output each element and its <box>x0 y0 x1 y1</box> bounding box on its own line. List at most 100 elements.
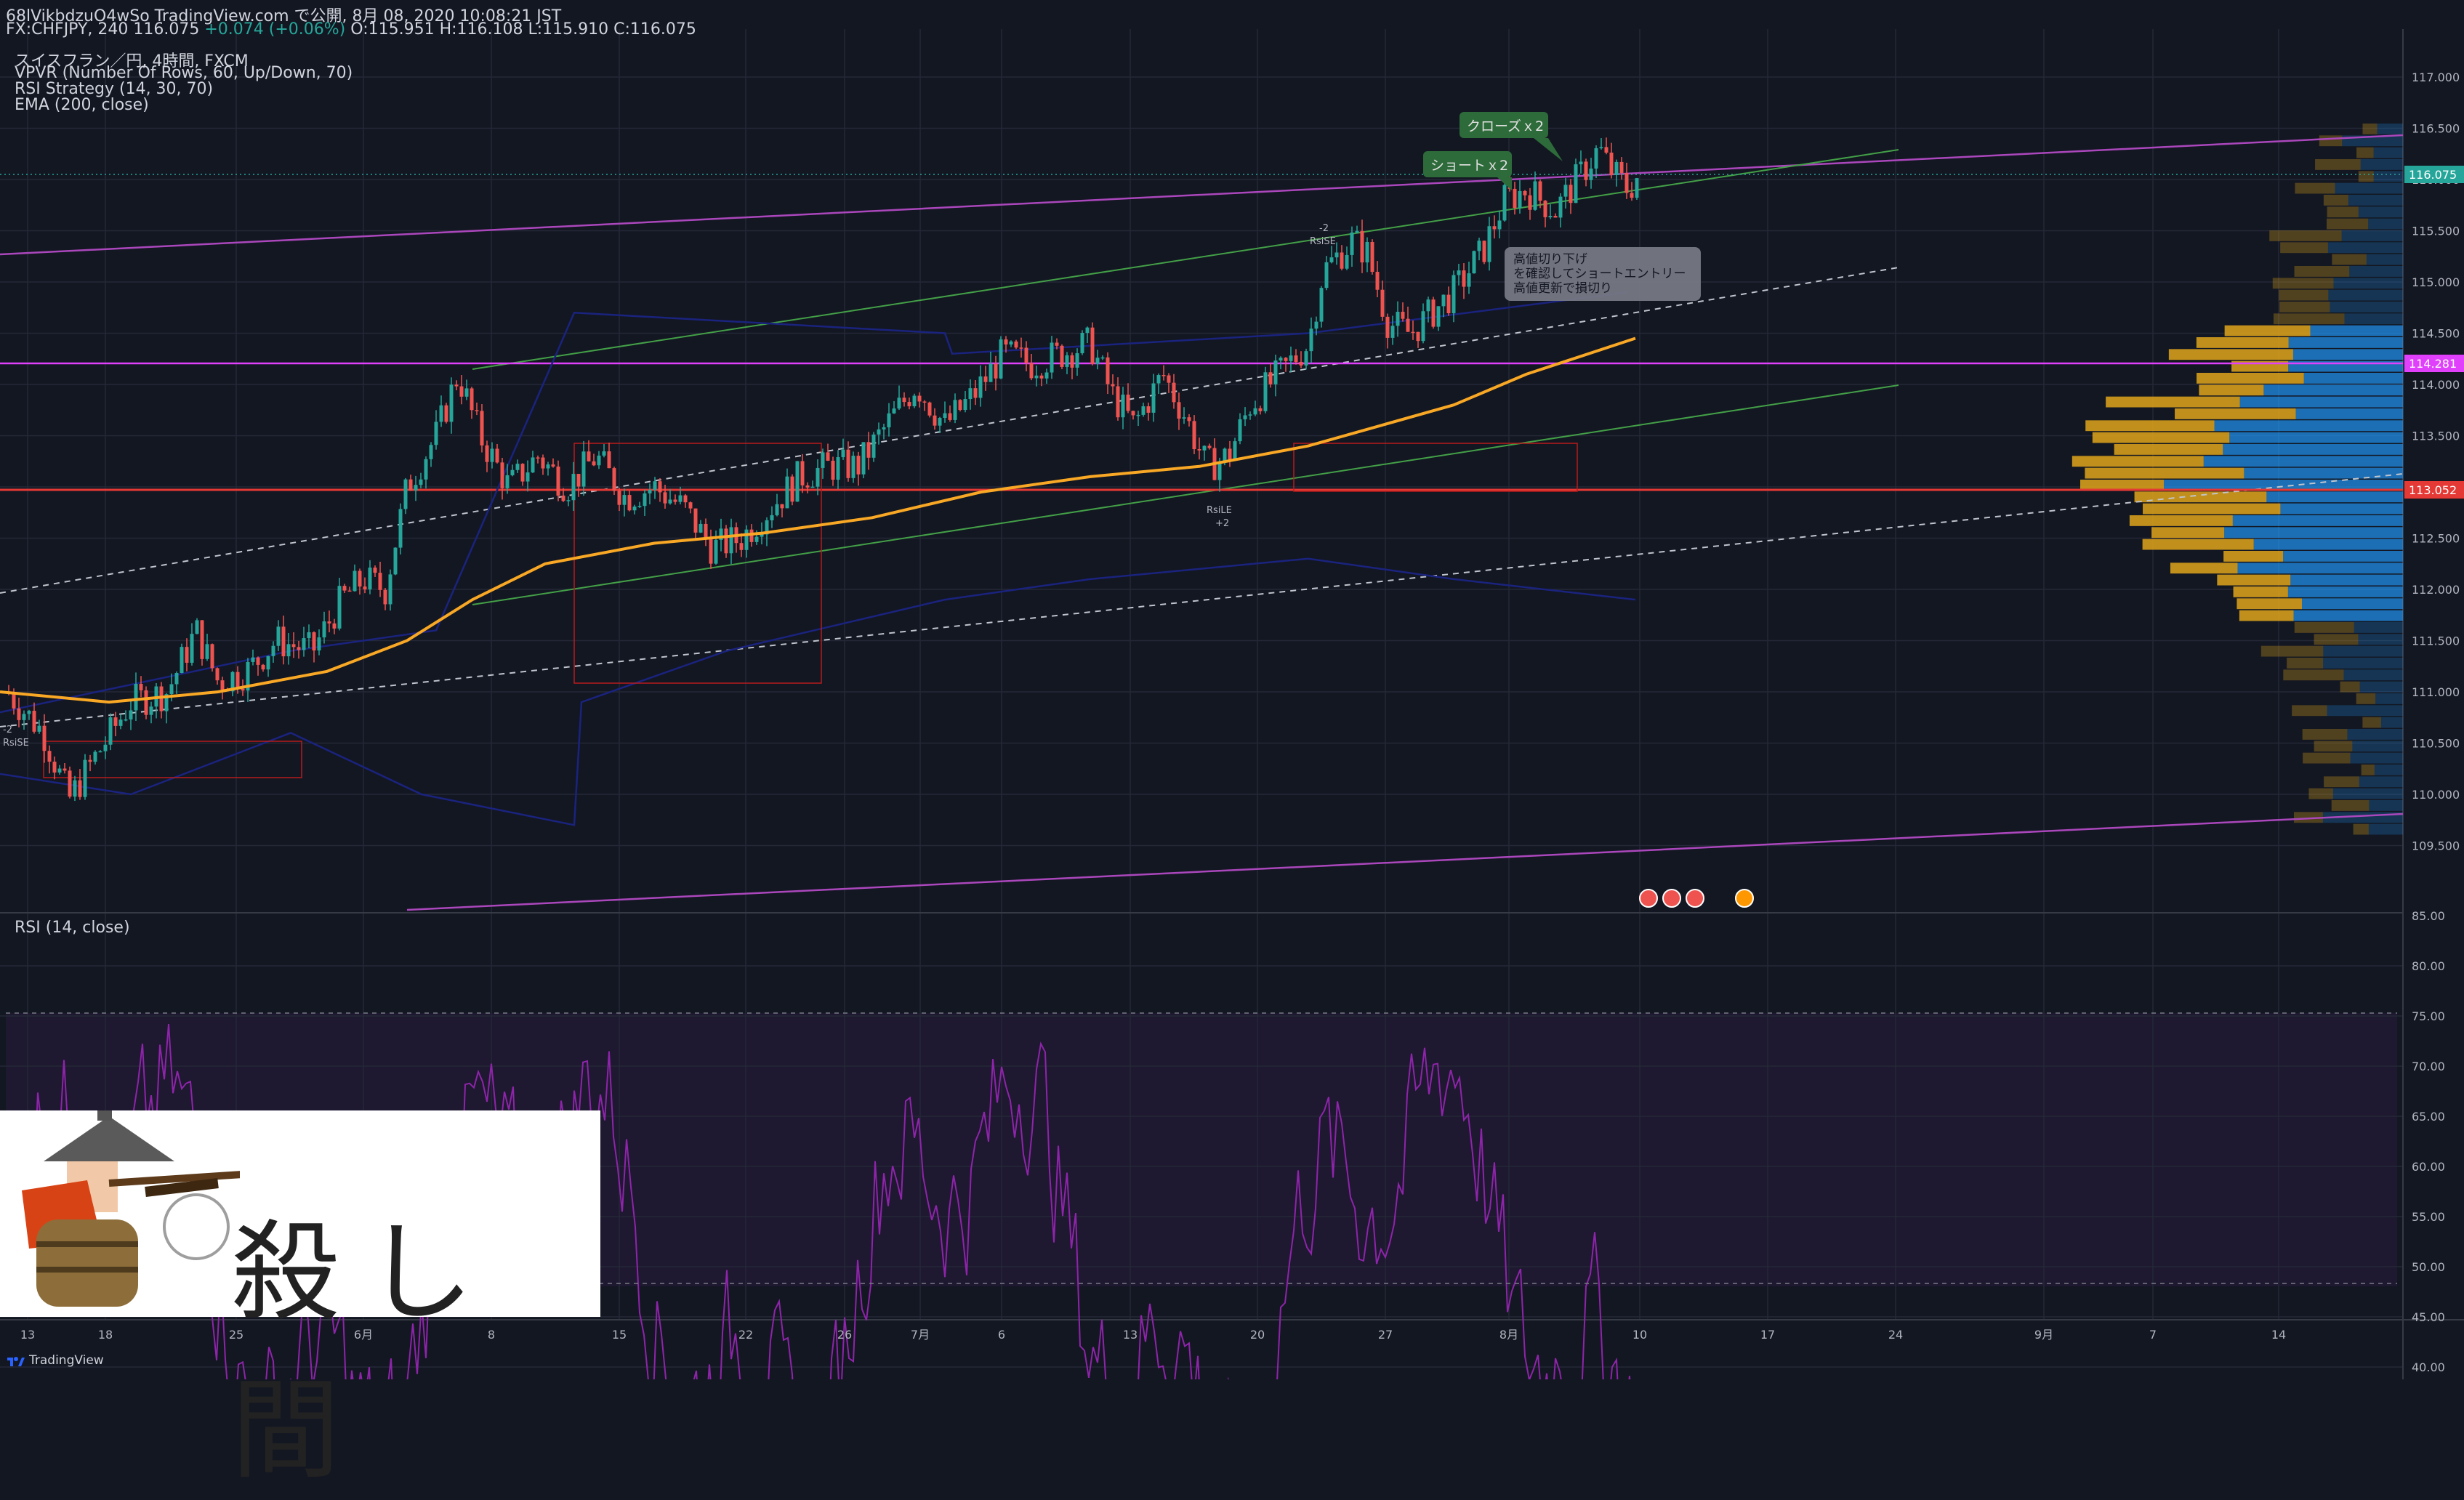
candle-body <box>429 445 433 459</box>
candle-body <box>1472 251 1476 274</box>
candle-body <box>973 388 978 398</box>
vpvr-down-bar <box>2361 765 2375 775</box>
indicator-rsi-strategy[interactable]: RSI Strategy (14, 30, 70) <box>15 80 214 98</box>
candle-body <box>464 388 469 397</box>
candle-body <box>637 506 642 507</box>
candle-body <box>78 780 82 797</box>
vpvr-up-bar <box>2380 717 2403 728</box>
indicator-ema[interactable]: EMA (200, close) <box>15 96 149 114</box>
candle-body <box>88 759 92 762</box>
candle-body <box>1233 441 1237 461</box>
candle-body <box>1482 241 1486 262</box>
event-markers[interactable] <box>1639 889 1754 908</box>
note-callout[interactable]: 高値切り下げ を確認してショートエントリー 高値更新で損切り <box>1505 247 1701 301</box>
candle-body <box>505 475 510 488</box>
vpvr-down-bar <box>2279 289 2329 301</box>
candle-body <box>1253 408 1257 415</box>
tradingview-brand[interactable]: TradingView <box>29 1353 104 1368</box>
rsi-axis[interactable]: 85.00 80.00 75.00 70.00 65.00 60.00 55.00 50.00… <box>2412 909 2445 1379</box>
vpvr-down-bar <box>2292 705 2327 717</box>
candle-body <box>1161 375 1166 376</box>
time-tick-label: 27 <box>1378 1328 1393 1342</box>
candle-body <box>739 543 744 550</box>
svg-text:RsiSE: RsiSE <box>3 738 29 749</box>
candle-body <box>1624 172 1629 193</box>
candle-body <box>312 632 316 651</box>
svg-text:114.281: 114.281 <box>2409 357 2457 371</box>
candle-body <box>246 661 250 691</box>
candle-body <box>724 528 728 554</box>
candle-body <box>378 573 382 590</box>
price-axis[interactable]: 117.000116.500116.000115.500115.000114.5… <box>2412 70 2460 853</box>
candle-body <box>551 464 555 467</box>
vpvr-up-bar <box>2333 278 2403 289</box>
candle-body <box>1523 190 1527 195</box>
candle-body <box>1172 382 1176 403</box>
candle-body <box>805 485 810 488</box>
candle-body <box>1431 299 1436 327</box>
candle-body <box>760 534 764 537</box>
rsi-pane-label[interactable]: RSI (14, close) <box>15 919 130 937</box>
candle-body <box>1421 311 1425 342</box>
vpvr-up-bar <box>2287 586 2403 597</box>
vpvr-up-bar <box>2352 741 2403 752</box>
indicator-instrument[interactable]: スイスフラン／円, 4時間, FXCM <box>15 52 249 70</box>
candle-body <box>581 451 586 487</box>
rsi-tick-label: 50.00 <box>2412 1260 2445 1274</box>
ohlc-values: O:115.951 H:116.108 L:115.910 C:116.075 <box>345 20 696 39</box>
indicator-vpvr[interactable]: VPVR (Number Of Rows, 60, Up/Down, 70) <box>15 64 353 82</box>
vpvr-down-bar <box>2085 420 2215 432</box>
vpvr-down-bar <box>2332 254 2367 265</box>
close-bubble[interactable]: クローズｘ2 <box>1460 112 1563 161</box>
candle-body <box>1446 294 1451 314</box>
candle-body <box>826 452 830 461</box>
candle-body <box>668 499 672 504</box>
candle-body <box>1584 161 1588 180</box>
short-bubble[interactable]: ショートｘ2 <box>1423 151 1512 190</box>
candle-body <box>210 644 214 669</box>
candle-body <box>729 527 733 554</box>
price-tick-label: 113.500 <box>2412 430 2460 443</box>
current-price-tag: 116.075 <box>2404 166 2464 183</box>
candle-body <box>1136 414 1140 416</box>
vpvr-up-bar <box>2310 325 2403 336</box>
price-tick-label: 112.000 <box>2412 583 2460 597</box>
vpvr-down-bar <box>2353 823 2369 835</box>
candle-body <box>1340 252 1344 269</box>
candle-body <box>922 401 927 403</box>
candle-body <box>281 626 286 657</box>
candle-body <box>1019 347 1023 349</box>
vpvr-down-bar <box>2233 586 2288 597</box>
candle-body <box>1401 312 1405 319</box>
time-axis[interactable]: 13 18 25 6月 8 15 22 26 7月 6 13 20 27 8月 10 17 24 9月 7 14 <box>20 1328 2286 1342</box>
candle-body <box>780 504 784 509</box>
candle-body <box>1334 252 1339 258</box>
candle-body <box>719 528 723 540</box>
vpvr-down-bar <box>2196 337 2289 348</box>
candle-body <box>353 570 357 592</box>
candle-body <box>414 485 418 491</box>
candle-body <box>816 467 820 487</box>
candle-body <box>663 492 667 504</box>
price-tick-label: 112.500 <box>2412 532 2460 546</box>
candle-body <box>688 502 693 509</box>
vpvr-down-bar <box>2129 515 2233 526</box>
vpvr-up-bar <box>2323 645 2403 657</box>
candle-body <box>408 479 413 491</box>
candle-body <box>841 449 845 458</box>
candle-body <box>108 717 113 745</box>
vpvr-up-bar <box>2293 610 2403 621</box>
candle-body <box>98 751 102 753</box>
time-tick-label: 18 <box>98 1328 113 1342</box>
candle-body <box>597 455 601 466</box>
candle-body <box>1050 342 1054 373</box>
candle-body <box>749 529 754 542</box>
candle-body <box>1345 254 1349 269</box>
candle-body <box>1106 357 1110 384</box>
vpvr-down-bar <box>2362 124 2378 134</box>
candle-body <box>607 451 611 469</box>
candle-body <box>1563 185 1568 197</box>
candle-body <box>297 647 301 650</box>
candle-body <box>1034 375 1039 379</box>
price-tick-label: 110.000 <box>2412 788 2460 802</box>
